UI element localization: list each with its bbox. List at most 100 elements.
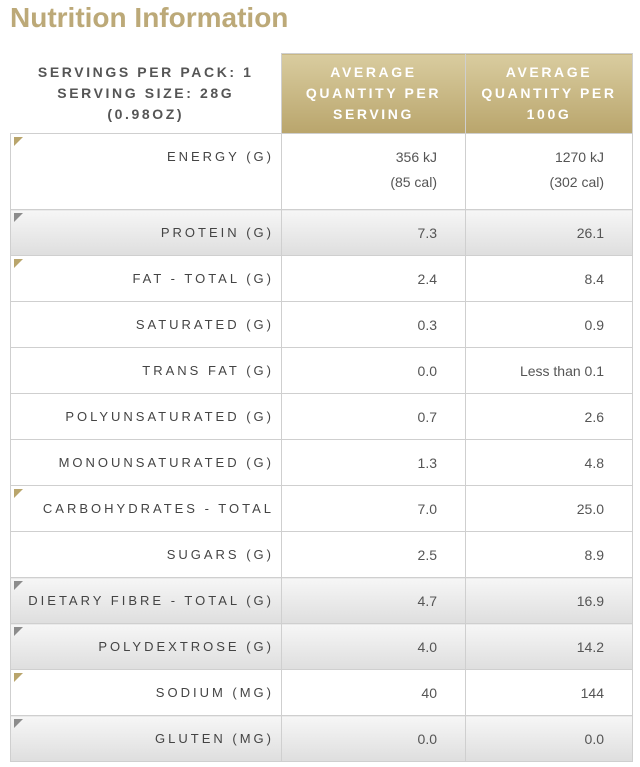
nutrient-value: 0.0 bbox=[281, 715, 466, 762]
label-text: MONOUNSATURATED (G) bbox=[58, 455, 274, 470]
value-text: 1.3 bbox=[417, 454, 437, 471]
row-marker bbox=[14, 137, 23, 146]
nutrient-value: 7.3 bbox=[281, 209, 466, 256]
table-row: FAT - TOTAL (G) 2.4 8.4 bbox=[10, 255, 633, 302]
value-text: 0.3 bbox=[417, 316, 437, 333]
head-row: SERVINGS PER PACK: 1 SERVING SIZE: 28G (… bbox=[10, 53, 633, 134]
value-text: 14.2 bbox=[576, 638, 604, 655]
value-text: 144 bbox=[580, 684, 604, 701]
table-row: SATURATED (G) 0.3 0.9 bbox=[10, 301, 633, 348]
table-row: MONOUNSATURATED (G) 1.3 4.8 bbox=[10, 439, 633, 486]
value-text: 2.6 bbox=[584, 408, 604, 425]
value-text: 4.0 bbox=[417, 638, 437, 655]
value-text: 25.0 bbox=[576, 500, 604, 517]
value-text: 7.0 bbox=[417, 500, 437, 517]
value-line: (85 cal) bbox=[390, 174, 437, 190]
table-row: CARBOHYDRATES - TOTAL 7.0 25.0 bbox=[10, 485, 633, 532]
nutrient-value: 2.6 bbox=[465, 393, 633, 440]
row-marker bbox=[14, 719, 23, 728]
table-body: ENERGY (G) 356 kJ (85 cal) 1270 kJ (302 cal)… bbox=[10, 133, 633, 762]
nutrient-value: 14.2 bbox=[465, 623, 633, 670]
value-text: 0.0 bbox=[417, 730, 437, 747]
nutrient-label: FAT - TOTAL (G) bbox=[10, 255, 282, 302]
nutrient-value: Less than 0.1 bbox=[465, 347, 633, 394]
nutrient-value: 144 bbox=[465, 669, 633, 716]
value-text: 8.9 bbox=[584, 546, 604, 563]
nutrient-label: POLYUNSATURATED (G) bbox=[10, 393, 282, 440]
table-row: SUGARS (G) 2.5 8.9 bbox=[10, 531, 633, 578]
label-text: CARBOHYDRATES - TOTAL bbox=[42, 501, 274, 516]
nutrient-value: 2.5 bbox=[281, 531, 466, 578]
value-text: 16.9 bbox=[576, 592, 604, 609]
label-text: DIETARY FIBRE - TOTAL (G) bbox=[28, 593, 274, 608]
nutrient-value: 0.0 bbox=[465, 715, 633, 762]
value-text: 4.7 bbox=[417, 592, 437, 609]
value-text: 26.1 bbox=[576, 224, 604, 241]
label-text: POLYUNSATURATED (G) bbox=[65, 409, 274, 424]
value-text: 40 bbox=[421, 684, 437, 701]
nutrient-label: TRANS FAT (G) bbox=[10, 347, 282, 394]
nutrient-label: SODIUM (MG) bbox=[10, 669, 282, 716]
label-text: SATURATED (G) bbox=[135, 317, 274, 332]
table-row: GLUTEN (MG) 0.0 0.0 bbox=[10, 715, 633, 762]
nutrient-label: CARBOHYDRATES - TOTAL bbox=[10, 485, 282, 532]
label-text: SODIUM (MG) bbox=[155, 685, 274, 700]
nutrient-value: 0.0 bbox=[281, 347, 466, 394]
nutrient-value: 4.7 bbox=[281, 577, 466, 624]
label-text: GLUTEN (MG) bbox=[155, 731, 274, 746]
nutrient-label: GLUTEN (MG) bbox=[10, 715, 282, 762]
value-text: Less than 0.1 bbox=[519, 362, 604, 379]
nutrient-value: 8.9 bbox=[465, 531, 633, 578]
nutrient-value: 7.0 bbox=[281, 485, 466, 532]
value-line: 1270 kJ bbox=[554, 149, 604, 165]
value-text: 0.0 bbox=[417, 362, 437, 379]
serving-info: SERVINGS PER PACK: 1 SERVING SIZE: 28G (… bbox=[10, 53, 282, 134]
nutrient-value: 4.8 bbox=[465, 439, 633, 486]
table-row: DIETARY FIBRE - TOTAL (G) 4.7 16.9 bbox=[10, 577, 633, 624]
value-text: 0.0 bbox=[584, 730, 604, 747]
table-row: POLYUNSATURATED (G) 0.7 2.6 bbox=[10, 393, 633, 440]
nutrient-label: DIETARY FIBRE - TOTAL (G) bbox=[10, 577, 282, 624]
table-row: PROTEIN (G) 7.3 26.1 bbox=[10, 209, 633, 256]
value-line: 356 kJ bbox=[395, 149, 437, 165]
table-row: SODIUM (MG) 40 144 bbox=[10, 669, 633, 716]
nutrient-value: 16.9 bbox=[465, 577, 633, 624]
column-header: AVERAGE QUANTITY PER 100G bbox=[465, 53, 633, 134]
column-header: AVERAGE QUANTITY PER SERVING bbox=[281, 53, 466, 134]
nutrient-value: 0.9 bbox=[465, 301, 633, 348]
label-text: FAT - TOTAL (G) bbox=[132, 271, 274, 286]
label-text: PROTEIN (G) bbox=[160, 225, 274, 240]
label-text: POLYDEXTROSE (G) bbox=[98, 639, 274, 654]
label-text: TRANS FAT (G) bbox=[142, 363, 274, 378]
serving-line: SERVING SIZE: 28G bbox=[57, 84, 235, 101]
table-head: SERVINGS PER PACK: 1 SERVING SIZE: 28G (… bbox=[10, 53, 633, 134]
table-row: TRANS FAT (G) 0.0 Less than 0.1 bbox=[10, 347, 633, 394]
nutrient-value: 25.0 bbox=[465, 485, 633, 532]
nutrient-value: 40 bbox=[281, 669, 466, 716]
nutrient-value: 4.0 bbox=[281, 623, 466, 670]
serving-line: (0.98OZ) bbox=[107, 105, 185, 122]
nutrient-label: PROTEIN (G) bbox=[10, 209, 282, 256]
serving-line: SERVINGS PER PACK: 1 bbox=[37, 63, 254, 80]
nutrient-label: SATURATED (G) bbox=[10, 301, 282, 348]
row-marker bbox=[14, 673, 23, 682]
value-text: 2.4 bbox=[417, 270, 437, 287]
nutrient-value: 1270 kJ (302 cal) bbox=[465, 133, 633, 210]
nutrient-label: MONOUNSATURATED (G) bbox=[10, 439, 282, 486]
nutrient-value: 1.3 bbox=[281, 439, 466, 486]
label-text: ENERGY (G) bbox=[166, 149, 274, 164]
table-row: POLYDEXTROSE (G) 4.0 14.2 bbox=[10, 623, 633, 670]
value-text: 2.5 bbox=[417, 546, 437, 563]
row-marker bbox=[14, 489, 23, 498]
label-text: SUGARS (G) bbox=[166, 547, 274, 562]
nutrition-table: SERVINGS PER PACK: 1 SERVING SIZE: 28G (… bbox=[10, 53, 633, 762]
nutrient-value: 0.3 bbox=[281, 301, 466, 348]
value-text: 8.4 bbox=[584, 270, 604, 287]
row-marker bbox=[14, 627, 23, 636]
nutrient-value: 8.4 bbox=[465, 255, 633, 302]
nutrient-label: ENERGY (G) bbox=[10, 133, 282, 210]
nutrient-value: 2.4 bbox=[281, 255, 466, 302]
table-row: ENERGY (G) 356 kJ (85 cal) 1270 kJ (302 cal) bbox=[10, 133, 633, 210]
row-marker bbox=[14, 581, 23, 590]
row-marker bbox=[14, 259, 23, 268]
